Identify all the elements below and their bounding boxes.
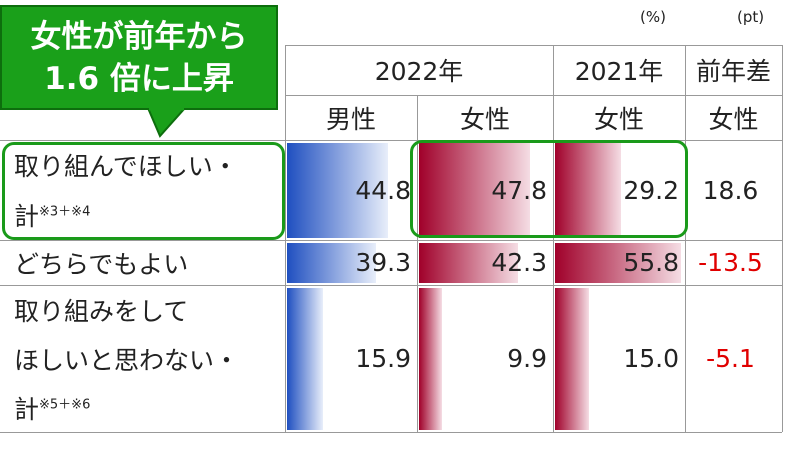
subheader: 女性: [708, 104, 759, 134]
subheader: 男性: [325, 104, 376, 134]
v-line: [782, 45, 783, 432]
label-line: ほしいと思わない・: [14, 341, 239, 377]
callout-line: 女性が前年から: [30, 18, 248, 55]
header: 前年差: [695, 57, 771, 86]
row-label: どちらでもよい: [14, 240, 188, 285]
unit: (pt): [737, 8, 765, 26]
v-line: [685, 45, 686, 432]
h-line: [285, 95, 782, 96]
h-line: [0, 285, 782, 286]
subheader: 女性: [459, 104, 510, 134]
bar: [287, 243, 376, 283]
cell-value: 15.0: [623, 344, 679, 373]
cell-value: 55.8: [623, 248, 679, 277]
label-line: 取り組みをして: [14, 292, 239, 328]
bar: [555, 243, 681, 283]
callout-line: 1.6 倍に上昇: [44, 60, 234, 97]
cell-value: 44.8: [355, 175, 411, 205]
h-line: [285, 45, 782, 46]
v-line: [553, 45, 554, 432]
highlight: [410, 140, 688, 238]
v-line: [417, 95, 418, 432]
cell-value: 29.2: [623, 175, 679, 205]
callout-pointer: [146, 108, 187, 138]
bar: [419, 288, 443, 430]
cell-value: 18.6: [702, 175, 759, 205]
cell-value: 47.8: [491, 175, 547, 205]
label-text: ほしいと思わない・: [14, 345, 240, 375]
bar: [287, 143, 389, 238]
bar: [555, 143, 621, 238]
label-line: 計※5＋※6: [14, 390, 239, 426]
cell-value: 42.3: [491, 248, 547, 277]
cell-value: 15.9: [355, 344, 411, 373]
callout: 女性が前年から 1.6 倍に上昇: [0, 5, 278, 110]
h-line: [0, 432, 782, 433]
h-line: [0, 240, 782, 241]
cell-value: 9.9: [507, 344, 547, 373]
v-line: [285, 45, 286, 432]
bar: [419, 143, 531, 238]
label-text: どちらでもよい: [14, 249, 189, 279]
cell-value: 39.3: [355, 248, 411, 277]
label-line: 取り組んでほしい・: [14, 147, 238, 183]
note: ※3＋※4: [39, 204, 91, 220]
row-label: 取り組みをして ほしいと思わない・ 計※5＋※6: [14, 285, 239, 432]
label-text: 取り組んでほしい・: [14, 152, 238, 181]
bar: [555, 288, 589, 430]
subheader: 女性: [593, 104, 644, 134]
header: 2022年: [374, 57, 464, 86]
label-text: 計: [14, 394, 40, 424]
note: ※5＋※6: [39, 397, 91, 413]
unit: (%): [640, 8, 666, 26]
row-label: 取り組んでほしい・ 計※3＋※4: [14, 140, 238, 240]
label-text: 取り組みをして: [14, 296, 189, 326]
label-text: 計: [14, 202, 40, 231]
h-line: [0, 140, 782, 141]
label-line: 計※3＋※4: [14, 197, 238, 233]
bar: [287, 288, 323, 430]
cell-value: -5.1: [706, 344, 755, 373]
cell-value: -13.5: [698, 248, 763, 277]
label-line: どちらでもよい: [14, 245, 188, 281]
highlight: [2, 142, 285, 240]
header: 2021年: [574, 57, 664, 86]
bar: [419, 243, 518, 283]
